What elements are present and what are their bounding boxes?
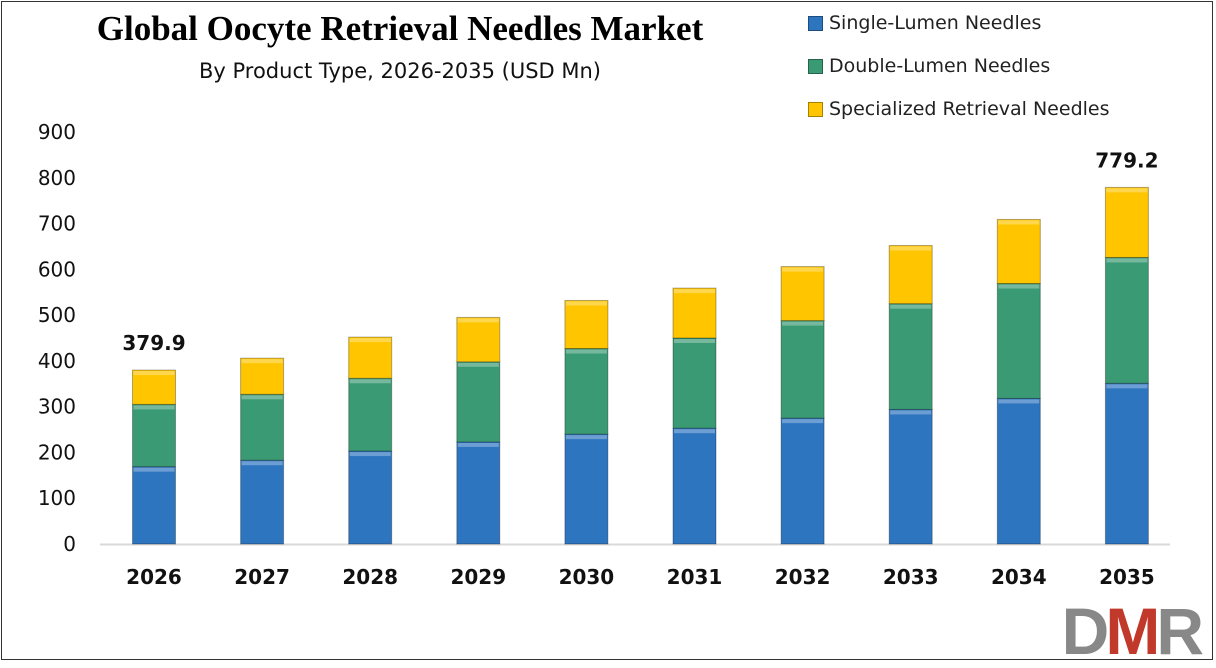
legend-item-specialized: Specialized Retrieval Needles (808, 98, 1110, 120)
bar-segment-2029-0 (456, 441, 501, 545)
bar-segment-2030-2 (564, 299, 609, 350)
bar-segment-2035-0 (1104, 382, 1149, 545)
bar-bevel (782, 267, 824, 272)
bar-segment-2035-2 (1104, 186, 1149, 258)
bar-segment-2028-1 (348, 377, 393, 452)
bar-segment-2028-0 (348, 450, 393, 545)
bar-segment-2027-0 (240, 459, 285, 545)
y-tick-label: 500 (38, 303, 76, 327)
x-tick-label: 2034 (991, 565, 1047, 589)
y-tick-label: 300 (38, 395, 76, 419)
bar-bevel (1106, 258, 1148, 263)
bar-bevel (890, 304, 932, 309)
bar-bevel (349, 452, 391, 457)
y-tick-label: 400 (38, 349, 76, 373)
bar-bevel (349, 379, 391, 384)
bar-segment-2031-0 (672, 427, 717, 545)
data-label-2035: 779.2 (1095, 148, 1158, 172)
bar-bevel (133, 371, 175, 376)
bar-bevel (998, 220, 1040, 225)
bar-segment-2029-1 (456, 361, 501, 443)
bar-bevel (349, 338, 391, 343)
bar-segment-2026-1 (132, 403, 176, 468)
bar-segment-2026-0 (132, 466, 176, 545)
bar-bevel (133, 467, 175, 472)
chart-title: Global Oocyte Retrieval Needles Market (96, 9, 704, 48)
y-tick-label: 100 (38, 486, 76, 510)
legend-label: Specialized Retrieval Needles (829, 98, 1110, 120)
y-tick-label: 800 (38, 166, 76, 190)
bar-segment-2027-2 (240, 357, 285, 395)
bar-segment-2026-2 (132, 369, 176, 405)
x-tick-label: 2030 (559, 565, 615, 589)
bar-bevel (998, 399, 1040, 404)
bar-bevel (565, 349, 607, 354)
legend-swatch (808, 58, 823, 74)
x-tick-label: 2029 (450, 565, 506, 589)
bar-bevel (565, 301, 607, 306)
data-label-2026: 379.9 (122, 331, 185, 355)
bar-bevel (241, 359, 283, 364)
x-tick-label: 2033 (883, 565, 939, 589)
bar-segment-2033-2 (888, 245, 933, 305)
legend-label: Single-Lumen Needles (829, 12, 1042, 34)
bar-segment-2035-1 (1104, 256, 1149, 384)
bar-segment-2029-2 (456, 316, 501, 363)
dmr-logo: DMR (1061, 594, 1204, 668)
bar-bevel (998, 284, 1040, 289)
legend-item-double-lumen: Double-Lumen Needles (808, 55, 1110, 77)
bar-segment-2030-1 (564, 348, 609, 435)
y-tick-label: 700 (38, 212, 76, 236)
legend-swatch (808, 15, 823, 31)
legend-item-single-lumen: Single-Lumen Needles (808, 12, 1110, 34)
x-tick-label: 2026 (126, 565, 182, 589)
x-tick-label: 2028 (342, 565, 398, 589)
legend-label: Double-Lumen Needles (829, 55, 1051, 77)
chart-subtitle: By Product Type, 2026-2035 (USD Mn) (198, 59, 601, 83)
x-tick-label: 2027 (234, 565, 290, 589)
bar-bevel (1106, 188, 1148, 193)
x-tick-label: 2035 (1099, 565, 1155, 589)
bar-bevel (241, 461, 283, 466)
legend: Single-Lumen Needles Double-Lumen Needle… (808, 12, 1110, 141)
bar-segment-2032-0 (780, 417, 825, 545)
bar-bevel (457, 318, 499, 323)
bar-segment-2030-0 (564, 433, 609, 545)
bar-segment-2031-1 (672, 337, 717, 429)
bar-bevel (457, 362, 499, 367)
bar-bevel (782, 419, 824, 424)
bar-segment-2032-1 (780, 320, 825, 419)
bar-bevel (565, 435, 607, 440)
bar-segment-2034-1 (996, 283, 1041, 399)
bar-bevel (241, 395, 283, 400)
y-tick-label: 0 (63, 532, 76, 556)
bar-segment-2033-0 (888, 408, 933, 545)
bar-segment-2034-2 (996, 218, 1041, 285)
bar-bevel (890, 410, 932, 415)
bar-segment-2034-0 (996, 397, 1041, 545)
x-tick-label: 2031 (667, 565, 723, 589)
bar-bevel (782, 321, 824, 326)
bar-bevel (1106, 384, 1148, 389)
bar-bevel (674, 429, 715, 434)
legend-swatch (808, 101, 823, 117)
bar-bevel (457, 442, 499, 447)
bar-segment-2028-2 (348, 336, 393, 379)
x-tick-label: 2032 (775, 565, 831, 589)
bar-bevel (890, 246, 932, 251)
bar-bevel (674, 339, 715, 343)
bar-segment-2033-1 (888, 303, 933, 410)
bar-bevel (674, 289, 715, 294)
bar-segment-2032-2 (780, 266, 825, 322)
bar-segment-2027-1 (240, 393, 285, 461)
bar-segment-2031-2 (672, 287, 717, 339)
y-tick-label: 900 (38, 120, 76, 144)
y-tick-label: 600 (38, 257, 76, 281)
bar-bevel (133, 405, 175, 410)
y-tick-label: 200 (38, 440, 76, 464)
